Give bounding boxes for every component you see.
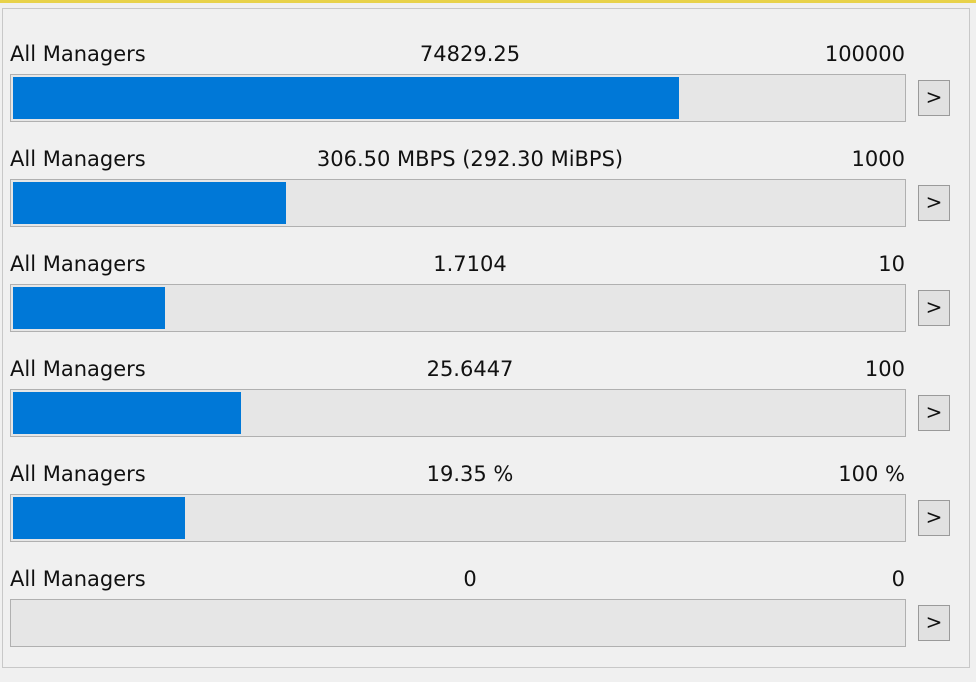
progress-bar [10,284,906,332]
expand-button[interactable]: > [918,290,950,326]
row-label: All Managers [10,147,146,171]
progress-fill [13,182,286,224]
max-text: 10 [878,252,905,276]
row-label: All Managers [10,567,146,591]
row-label: All Managers [10,252,146,276]
row-label: All Managers [10,42,146,66]
top-border [0,0,976,3]
progress-bar [10,389,906,437]
max-text: 0 [891,567,905,591]
progress-bar [10,179,906,227]
value-text: 0 [463,567,477,591]
row-label: All Managers [10,462,146,486]
progress-fill [13,392,242,434]
progress-bar [10,599,906,647]
max-text: 1000 [851,147,905,171]
value-text: 25.6447 [426,357,514,381]
expand-button[interactable]: > [918,80,950,116]
panel [2,8,970,668]
value-text: 74829.25 [419,42,521,66]
expand-button[interactable]: > [918,500,950,536]
progress-bar [10,74,906,122]
value-text: 19.35 % [426,462,514,486]
row-label: All Managers [10,357,146,381]
max-text: 100 [864,357,905,381]
progress-fill [13,287,166,329]
progress-bar [10,494,906,542]
expand-button[interactable]: > [918,395,950,431]
value-text: 1.7104 [433,252,507,276]
progress-fill [13,77,679,119]
progress-fill [13,497,186,539]
expand-button[interactable]: > [918,605,950,641]
expand-button[interactable]: > [918,185,950,221]
max-text: 100000 [824,42,905,66]
value-text: 306.50 MBPS (292.30 MiBPS) [316,147,624,171]
max-text: 100 % [838,462,905,486]
